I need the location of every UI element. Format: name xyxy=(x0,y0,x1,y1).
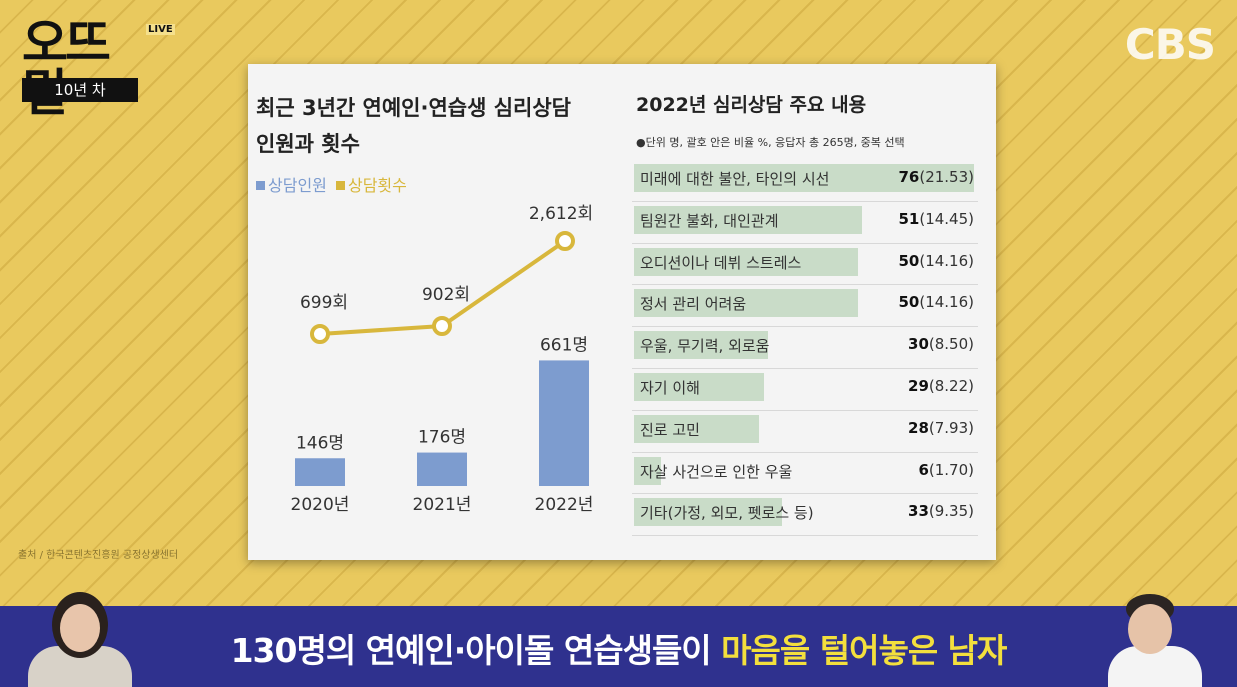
topic-percent: (14.16) xyxy=(919,251,974,270)
topic-percent: (9.35) xyxy=(928,502,974,521)
left-chart-title: 최근 3년간 연예인·연습생 심리상담 인원과 횟수 xyxy=(256,90,616,162)
legend-swatch-sessions xyxy=(335,181,345,190)
x-tick-label: 2022년 xyxy=(535,495,594,515)
topic-bar xyxy=(634,456,661,485)
topic-label: 미래에 대한 불안, 타인의 시선 xyxy=(640,170,830,188)
caption-bar xyxy=(0,606,1237,687)
topic-value: 29(8.22) xyxy=(908,377,974,395)
topic-bar xyxy=(634,498,782,527)
topic-value: 76(21.53) xyxy=(898,168,974,186)
topic-percent: (7.93) xyxy=(928,418,974,437)
infographic-panel: 최근 3년간 연예인·연습생 심리상담 인원과 횟수 상담인원 상담횟수 146… xyxy=(248,64,996,560)
point-label-sessions: 699회 xyxy=(300,293,348,313)
caption-highlight: 마음을 털어놓은 남자 xyxy=(721,631,1007,670)
legend-item-sessions: 상담횟수 xyxy=(335,176,407,195)
presenter-right-face xyxy=(1128,604,1172,654)
left-title-line1: 최근 3년간 연예인·연습생 심리상담 xyxy=(256,96,572,120)
logo-tagline: 10년 차 xyxy=(22,78,138,102)
right-chart-note: ●단위 명, 괄호 안은 비율 %, 응답자 총 265명, 중복 선택 xyxy=(636,136,905,149)
legend-item-people: 상담인원 xyxy=(256,176,327,195)
topic-percent: (8.50) xyxy=(928,335,974,354)
topic-value: 50(14.16) xyxy=(898,252,974,270)
x-tick-label: 2021년 xyxy=(413,495,472,515)
topic-label: 자살 사건으로 인한 우울 xyxy=(640,462,793,481)
topic-row: 팀원간 불화, 대인관계 51(14.45) xyxy=(632,202,978,244)
topic-row: 오디션이나 데뷔 스트레스 50(14.16) xyxy=(632,244,978,286)
topic-count: 28 xyxy=(908,418,929,437)
topic-count: 6 xyxy=(918,460,929,479)
combo-chart: 146명 2020년 176명 2021년 661명 2022년 699회 902회 2,612… xyxy=(291,204,594,515)
topic-bar xyxy=(634,247,858,276)
topic-count: 50 xyxy=(898,293,920,312)
topic-percent: (14.45) xyxy=(919,209,974,228)
topic-value: 28(7.93) xyxy=(908,419,974,437)
topic-row: 자살 사건으로 인한 우울 6(1.70) xyxy=(632,453,978,495)
topic-label: 정서 관리 어려움 xyxy=(640,295,747,314)
topic-percent: (8.22) xyxy=(928,376,974,395)
x-tick-label: 2020년 xyxy=(291,495,350,515)
topic-percent: (1.70) xyxy=(928,460,974,479)
point-label-sessions: 2,612회 xyxy=(529,204,593,224)
legend-swatch-people xyxy=(256,181,265,190)
caption-text-main: 130명의 연예인·아이돌 연습생들이 xyxy=(230,631,722,670)
topic-row: 정서 관리 어려움 50(14.16) xyxy=(632,285,978,328)
topic-row: 자기 이해 29(8.22) xyxy=(632,369,978,411)
bar-label-people: 176명 xyxy=(418,428,466,448)
topic-bar xyxy=(634,164,974,192)
legend-label-people: 상담인원 xyxy=(268,176,327,195)
topic-label: 기타(가정, 외모, 펫로스 등) xyxy=(640,504,814,523)
topic-row: 우울, 무기력, 외로움 30(8.50) xyxy=(632,327,978,369)
legend-label-sessions: 상담횟수 xyxy=(347,176,407,195)
bar-label-people: 146명 xyxy=(296,433,344,453)
topic-bar xyxy=(634,205,863,234)
presenter-right xyxy=(1100,592,1210,687)
topic-count: 29 xyxy=(908,376,929,395)
topic-value: 50(14.16) xyxy=(898,293,974,311)
live-badge: LIVE xyxy=(146,24,175,35)
right-chart-title: 2022년 심리상담 주요 내용 xyxy=(636,94,867,116)
topic-count: 30 xyxy=(908,335,929,354)
topic-label: 오디션이나 데뷔 스트레스 xyxy=(640,253,802,272)
point-sessions xyxy=(555,231,575,251)
presenter-left xyxy=(14,588,144,687)
topic-value: 51(14.45) xyxy=(898,210,974,228)
topic-bar-list: 미래에 대한 불안, 타인의 시선 76(21.53) 팀원간 불화, 대인관계 51… xyxy=(632,160,978,537)
point-sessions xyxy=(432,316,452,336)
bar-people-2021년 xyxy=(417,452,467,486)
point-sessions xyxy=(310,324,330,344)
topic-label: 진로 고민 xyxy=(640,420,700,439)
topic-bar xyxy=(634,331,769,360)
topic-bar xyxy=(634,289,858,318)
topic-count: 50 xyxy=(898,251,920,270)
topic-label: 자기 이해 xyxy=(640,378,700,397)
topic-row: 진로 고민 28(7.93) xyxy=(632,411,978,453)
bar-people-2020년 xyxy=(295,458,345,486)
chart-legend: 상담인원 상담횟수 xyxy=(256,172,407,196)
show-logo: 오뜨밀 xyxy=(22,18,140,118)
topic-row: 기타(가정, 외모, 펫로스 등) 33(9.35) xyxy=(632,494,978,537)
topic-count: 76 xyxy=(898,168,920,186)
topic-label: 팀원간 불화, 대인관계 xyxy=(640,211,779,230)
topic-value: 30(8.50) xyxy=(908,335,974,353)
left-title-line2: 인원과 횟수 xyxy=(256,132,360,156)
topic-value: 6(1.70) xyxy=(918,461,974,479)
topic-row: 미래에 대한 불안, 타인의 시선 76(21.53) xyxy=(632,160,978,202)
topic-value: 33(9.35) xyxy=(908,502,974,520)
caption-text: 130명의 연예인·아이돌 연습생들이 마음을 털어놓은 남자 xyxy=(0,624,1237,672)
logo-text: 오뜨밀 xyxy=(22,14,111,118)
bar-people-2022년 xyxy=(539,360,589,486)
source-note: 출처 / 한국콘텐츠진흥원 공정상생센터 xyxy=(18,550,179,561)
topic-label: 우울, 무기력, 외로움 xyxy=(640,337,770,356)
topic-percent: (14.16) xyxy=(919,293,974,312)
presenter-left-face xyxy=(60,604,100,652)
topic-count: 51 xyxy=(898,209,920,228)
topic-percent: (21.53) xyxy=(919,168,974,186)
bar-label-people: 661명 xyxy=(540,335,588,355)
channel-logo: CBS xyxy=(1124,20,1216,69)
point-label-sessions: 902회 xyxy=(422,285,470,305)
topic-bar xyxy=(634,414,760,443)
topic-bar xyxy=(634,372,764,401)
topic-count: 33 xyxy=(908,502,929,521)
